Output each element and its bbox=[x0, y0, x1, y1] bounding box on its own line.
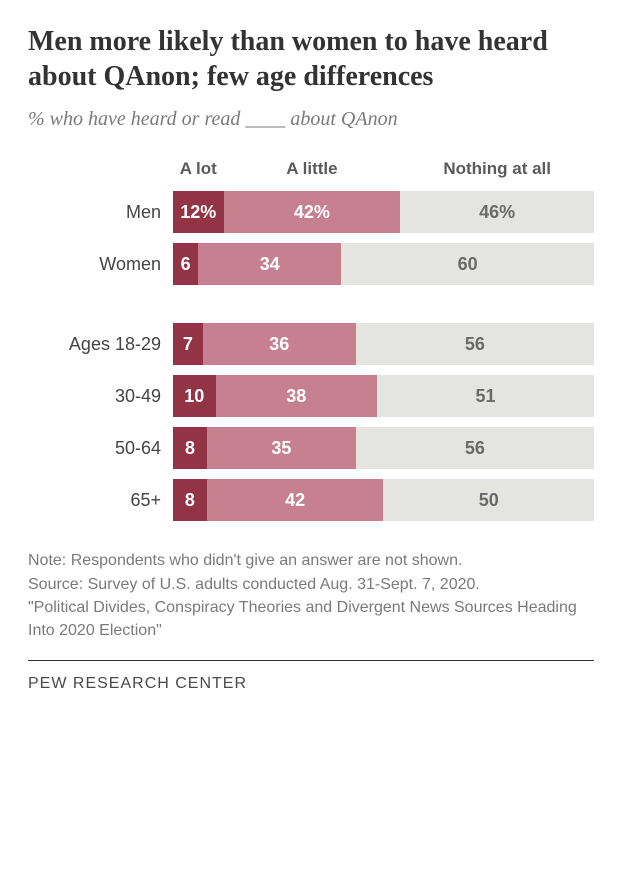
stacked-bar: 84250 bbox=[173, 479, 594, 521]
footer-attribution: PEW RESEARCH CENTER bbox=[28, 675, 594, 693]
stacked-bar: 63460 bbox=[173, 243, 594, 285]
header-spacer bbox=[28, 159, 173, 179]
segment-a-lot: 6 bbox=[173, 243, 198, 285]
segment-nothing: 56 bbox=[356, 427, 594, 469]
segment-a-little: 38 bbox=[216, 375, 378, 417]
group-gap bbox=[28, 295, 594, 323]
segment-nothing: 51 bbox=[377, 375, 594, 417]
column-headers: A lot A little Nothing at all bbox=[28, 159, 594, 179]
stacked-bar: 83556 bbox=[173, 427, 594, 469]
segment-a-little: 36 bbox=[203, 323, 356, 365]
segment-a-lot: 8 bbox=[173, 479, 207, 521]
stacked-bar: 12%42%46% bbox=[173, 191, 594, 233]
segment-a-lot: 7 bbox=[173, 323, 203, 365]
row-label: Ages 18-29 bbox=[28, 334, 173, 355]
stacked-bar: 73656 bbox=[173, 323, 594, 365]
row-label: Women bbox=[28, 254, 173, 275]
footer-divider bbox=[28, 660, 594, 661]
segment-a-little: 34 bbox=[198, 243, 341, 285]
row-label: Men bbox=[28, 202, 173, 223]
segment-nothing: 50 bbox=[383, 479, 594, 521]
header-a-lot: A lot bbox=[173, 159, 224, 179]
chart-body: Men12%42%46%Women63460Ages 18-297365630-… bbox=[28, 191, 594, 521]
segment-nothing: 46% bbox=[400, 191, 594, 233]
segment-a-little: 42% bbox=[224, 191, 401, 233]
row-label: 65+ bbox=[28, 490, 173, 511]
chart-row: Ages 18-2973656 bbox=[28, 323, 594, 365]
segment-a-little: 35 bbox=[207, 427, 356, 469]
segment-a-lot: 8 bbox=[173, 427, 207, 469]
chart-row: 65+84250 bbox=[28, 479, 594, 521]
segment-nothing: 56 bbox=[356, 323, 594, 365]
segment-a-little: 42 bbox=[207, 479, 384, 521]
chart-subtitle: % who have heard or read ____ about QAno… bbox=[28, 108, 594, 131]
chart-row: Women63460 bbox=[28, 243, 594, 285]
segment-a-lot: 10 bbox=[173, 375, 216, 417]
stacked-bar: 103851 bbox=[173, 375, 594, 417]
segment-a-lot: 12% bbox=[173, 191, 224, 233]
chart-row: 50-6483556 bbox=[28, 427, 594, 469]
row-label: 30-49 bbox=[28, 386, 173, 407]
chart-title: Men more likely than women to have heard… bbox=[28, 24, 594, 94]
chart-row: 30-49103851 bbox=[28, 375, 594, 417]
segment-nothing: 60 bbox=[341, 243, 594, 285]
row-label: 50-64 bbox=[28, 438, 173, 459]
chart-row: Men12%42%46% bbox=[28, 191, 594, 233]
header-nothing: Nothing at all bbox=[400, 159, 594, 179]
header-a-little: A little bbox=[224, 159, 401, 179]
chart-note: Note: Respondents who didn't give an ans… bbox=[28, 549, 594, 642]
